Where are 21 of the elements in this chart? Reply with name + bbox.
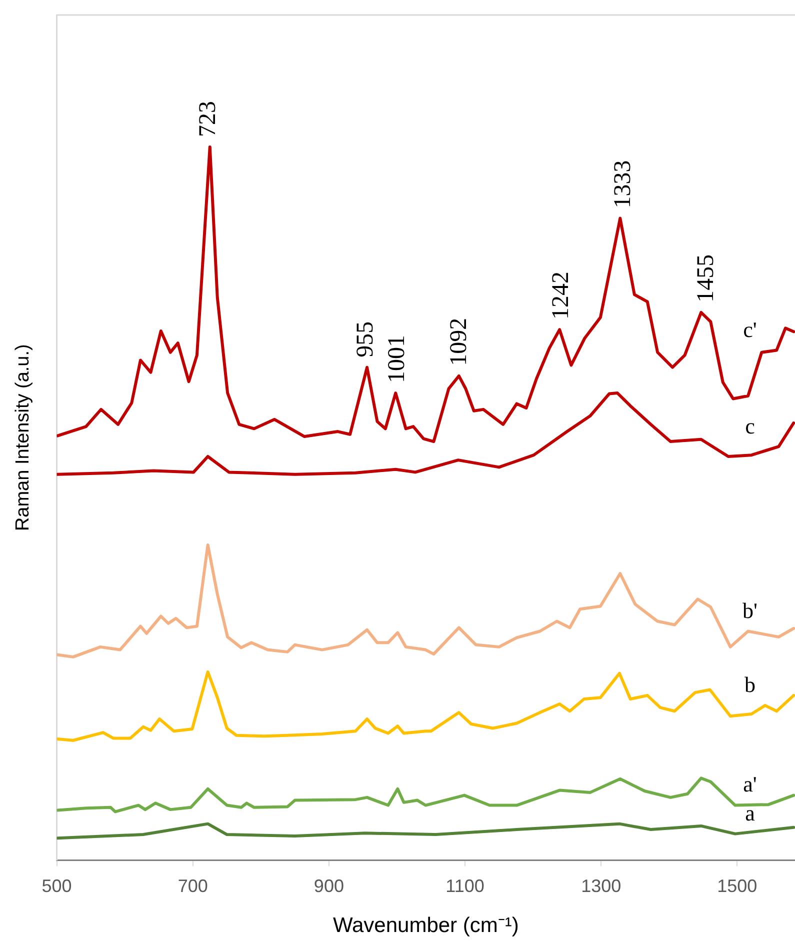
annotation: 1333: [610, 160, 636, 208]
series-label: c': [743, 317, 757, 342]
series-label: b: [744, 672, 756, 698]
series-label: c: [745, 413, 756, 438]
x-tick-label: 1300: [581, 876, 622, 896]
annotation: 723: [194, 100, 221, 137]
annotation: 955: [352, 321, 379, 358]
x-tick-label: 900: [314, 876, 344, 896]
annotation: 1001: [384, 335, 410, 384]
x-tick-label: 700: [178, 876, 208, 896]
x-tick-label: 1100: [446, 876, 484, 896]
annotation: 1455: [692, 254, 719, 302]
y-axis-title: Raman Intensity (a.u.): [12, 344, 34, 532]
x-tick-label: 500: [42, 876, 72, 896]
annotation: 1242: [548, 272, 574, 320]
x-axis-title: Wavenumber (cm⁻¹): [332, 914, 519, 938]
series-label: a: [745, 800, 756, 826]
series-label: b': [742, 598, 758, 624]
x-tick-label: 1500: [717, 876, 758, 896]
annotation: 1092: [446, 318, 472, 366]
series-label: a': [743, 771, 757, 796]
